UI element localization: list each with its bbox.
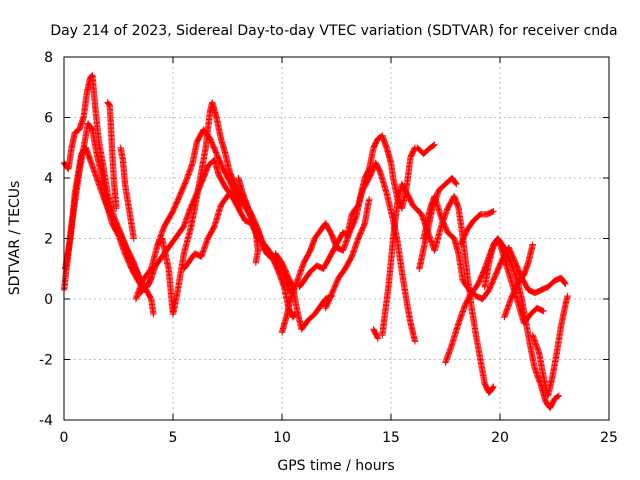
series-markers xyxy=(154,126,244,248)
series-markers xyxy=(132,99,299,321)
x-axis-label: GPS time / hours xyxy=(277,458,394,474)
y-tick-label: 4 xyxy=(44,171,53,187)
series-markers xyxy=(457,208,497,248)
series-track-3 xyxy=(61,144,155,291)
y-tick-label: 6 xyxy=(44,111,53,127)
y-tick-label: -2 xyxy=(39,353,53,369)
series-markers xyxy=(481,235,547,327)
series-track-15 xyxy=(370,326,382,342)
y-tick-label: 2 xyxy=(44,232,53,248)
series-track-22 xyxy=(481,235,547,327)
series-markers xyxy=(414,141,438,157)
series-track-21 xyxy=(457,208,497,248)
series-track-6 xyxy=(132,99,299,321)
y-tick-label: -4 xyxy=(39,413,53,429)
x-tick-label: 15 xyxy=(382,430,400,446)
series-track-14 xyxy=(322,195,373,312)
series-track-10 xyxy=(235,174,262,266)
x-tick-label: 20 xyxy=(491,430,509,446)
x-tick-label: 0 xyxy=(60,430,69,446)
series-track-4 xyxy=(104,99,120,212)
y-tick-label: 8 xyxy=(44,50,53,66)
series-markers xyxy=(501,241,536,321)
grid-lines xyxy=(64,57,609,420)
x-tick-label: 5 xyxy=(169,430,178,446)
series-track-5 xyxy=(117,144,137,242)
y-tick-label: 0 xyxy=(44,292,53,308)
series-track-8 xyxy=(154,126,244,248)
series-markers xyxy=(322,195,373,312)
y-axis-label: SDTVAR / TECUs xyxy=(7,181,23,296)
x-tick-label: 25 xyxy=(600,430,618,446)
series-track-17 xyxy=(414,141,438,157)
series-markers xyxy=(61,144,155,291)
series-track-24 xyxy=(529,292,571,399)
series-markers xyxy=(104,99,120,212)
series-markers xyxy=(529,292,571,399)
series-markers xyxy=(370,326,382,342)
series-markers xyxy=(235,174,262,266)
series-markers xyxy=(117,144,137,242)
chart-title: Day 214 of 2023, Sidereal Day-to-day VTE… xyxy=(50,23,617,39)
x-tick-label: 10 xyxy=(273,430,291,446)
axis-ticks: 0 5 10 15 20 25 -4 -2 0 2 4 6 8 xyxy=(39,50,618,446)
series-track-23 xyxy=(501,241,536,321)
data-points xyxy=(60,71,571,412)
